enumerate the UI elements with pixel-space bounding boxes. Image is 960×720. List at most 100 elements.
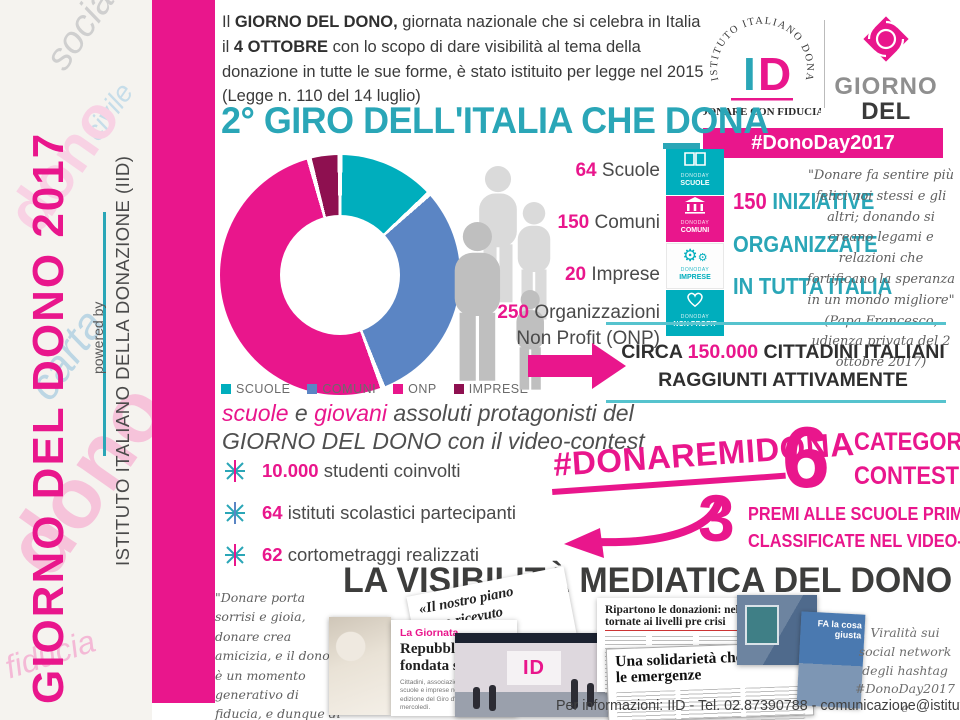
speaker-figure (587, 683, 594, 707)
legend-swatch (221, 384, 231, 394)
bullet-label: cortometraggi realizzati (282, 544, 479, 565)
initiatives-text: INIZIATIVE (766, 188, 875, 214)
badge-label: SCUOLE (680, 179, 710, 187)
donut-hole (280, 215, 400, 335)
initiatives-text: IN TUTTA ITALIA (733, 273, 893, 300)
legend-label: COMUNI (322, 382, 377, 396)
stat-label: Organizzazioni (529, 302, 660, 323)
brand-giorno: GIORNO (834, 73, 938, 100)
organization-name-vertical: ISTITUTO ITALIANO DELLA DONAZIONE (IID) (112, 155, 133, 566)
reach-text: CIRCA (621, 341, 688, 363)
number-6-categories: 6 (782, 410, 830, 506)
separator-line (606, 400, 946, 403)
number-3-prizes: 3 (698, 481, 735, 555)
watermark-word: sociale (37, 0, 140, 78)
powered-by-label: powered by (90, 301, 106, 374)
stat-comuni: 150 Comuni (438, 212, 660, 234)
iid-underline (731, 98, 793, 101)
badge-kicker: DONODAY (680, 314, 710, 320)
bullet-value: 62 (262, 544, 283, 565)
badge-comuni: DONODAY COMUNI (666, 196, 724, 242)
section-title-giro: 2° GIRO DELL'ITALIA CHE DONA (221, 100, 769, 141)
clipping-body-text: Cittadini, associazioni, Comuni, scuole … (400, 679, 500, 712)
sidebar: sociale carta civile dono fiducia dono G… (0, 0, 152, 720)
quote-attribution: (Papa Francesco, udienza privata del 2 o… (811, 314, 951, 371)
stat-imprese: 20 Imprese (438, 264, 660, 286)
stat-value: 64 (575, 160, 597, 181)
legend-swatch (453, 384, 464, 394)
logo-card: ISTITUTO ITALIANO DONAZIONE I D DONARE C… (698, 0, 943, 151)
legend-swatch (307, 384, 318, 394)
diamond-icon (863, 16, 909, 62)
intro-paragraph: Il GIORNO DEL DONO, giornata nazionale c… (222, 10, 709, 109)
pope-photo (329, 617, 391, 715)
title-dash (663, 143, 700, 149)
intro-text: giornata nazionale che si celebra in Ita… (222, 13, 701, 56)
stat-scuole: 64 Scuole (438, 160, 660, 182)
stat-value: 150 (557, 212, 590, 233)
iid-tagline: DONARE CON FIDUCIA (703, 106, 821, 118)
donut-chart (220, 155, 460, 395)
initiatives-value: 150 (733, 188, 767, 214)
donoday-badge-strip: DONODAY SCUOLE DONODAY COMUNI ⚙⚙ DONODAY… (666, 149, 724, 337)
clipping-kicker: La Giornata (400, 627, 459, 639)
poster-title-vertical: GIORNO DEL DONO 2017 (24, 131, 73, 704)
speaker-figure (571, 679, 578, 709)
legend-label: SCUOLE (236, 382, 291, 396)
legend-item: COMUNI (307, 382, 376, 396)
iid-logo: ISTITUTO ITALIANO DONAZIONE I D DONARE C… (698, 0, 824, 120)
bullet-value: 64 (262, 502, 283, 523)
reach-text: CITTADINI ITALIANI (758, 341, 945, 363)
right-arrow-icon (528, 343, 626, 389)
logo-divider (824, 20, 825, 108)
badge-scuole: DONODAY SCUOLE (666, 149, 724, 195)
initiatives-callout: 150 INIZIATIVE ORGANIZZATE IN TUTTA ITAL… (733, 180, 892, 308)
intro-text: con lo scopo di dare visibilità al tema … (222, 37, 704, 106)
pink-accent-bar (152, 0, 215, 703)
iid-monogram-i: I (743, 48, 756, 100)
reach-line2: RAGGIUNTI ATTIVAMENTE (658, 369, 908, 392)
badge-kicker: DONODAY (680, 220, 710, 226)
stat-label: Comuni (589, 212, 660, 233)
clipping-headline: Ripartono le donazioni: nel 2016 tornate… (605, 604, 787, 631)
donoday-banner: #DonoDay2017 (703, 128, 943, 158)
audience-figure (489, 685, 496, 711)
tv-screen (745, 605, 779, 645)
quote-papa-francesco: "Donare fa sentire più felici noi stessi… (806, 166, 956, 374)
separator-line (606, 322, 946, 325)
legend-item: IMPRESE (453, 382, 529, 396)
prizes-line1: PREMI ALLE SCUOLE PRIME (748, 503, 960, 524)
contest-intro-line2: GIORNO DEL DONO con il video-contest (222, 428, 645, 454)
municipality-building-icon (666, 197, 724, 221)
contest-text: e (288, 400, 315, 426)
bullet-istituti: 64 istituti scolastici partecipanti (222, 500, 516, 526)
stat-value: 20 (564, 264, 587, 285)
legend-item: SCUOLE (221, 382, 290, 396)
bullet-label: istituti scolastici partecipanti (282, 502, 516, 523)
stage-backdrop: ID (507, 651, 561, 685)
bullet-label: studenti coinvolti (318, 460, 461, 481)
badge-imprese: ⚙⚙ DONODAY IMPRESE (666, 243, 724, 289)
intro-bold-giorno: GIORNO DEL DONO, (234, 13, 398, 31)
contest-word-giovani: giovani (314, 400, 387, 426)
legend-label: ONP (408, 382, 437, 396)
contest-word-scuole: scuole (222, 400, 289, 426)
badge-label: COMUNI (680, 226, 710, 234)
badge-label: IMPRESE (679, 273, 711, 281)
badge-non-profit: DONODAY NON PROFIT (666, 290, 724, 336)
people-silhouettes-icon (454, 166, 551, 390)
asterisk-icon (225, 460, 245, 482)
prizes-line2: CLASSIFICATE NEL VIDEO-CONTEST (748, 530, 960, 551)
footer-contact-info: Per informazioni: IID - Tel. 02.87390788… (556, 698, 960, 714)
legend-swatch (393, 384, 404, 394)
reach-statement: CIRCA 150.000 CITTADINI ITALIANI RAGGIUN… (618, 338, 948, 395)
contest-intro-line1: scuole e giovani assoluti protagonisti d… (222, 400, 634, 427)
quote-text: "Donare fa sentire più felici noi stessi… (807, 168, 955, 308)
audience-figure (473, 687, 480, 709)
bullet-value: 10.000 (262, 460, 319, 481)
social-virality-note: Viralità sui social network degli hashta… (852, 625, 959, 720)
reach-value: 150.000 (687, 341, 759, 363)
intro-bold-date: 4 OTTOBRE (233, 37, 329, 56)
bullet-studenti: 10.000 studenti coinvolti (222, 458, 461, 484)
